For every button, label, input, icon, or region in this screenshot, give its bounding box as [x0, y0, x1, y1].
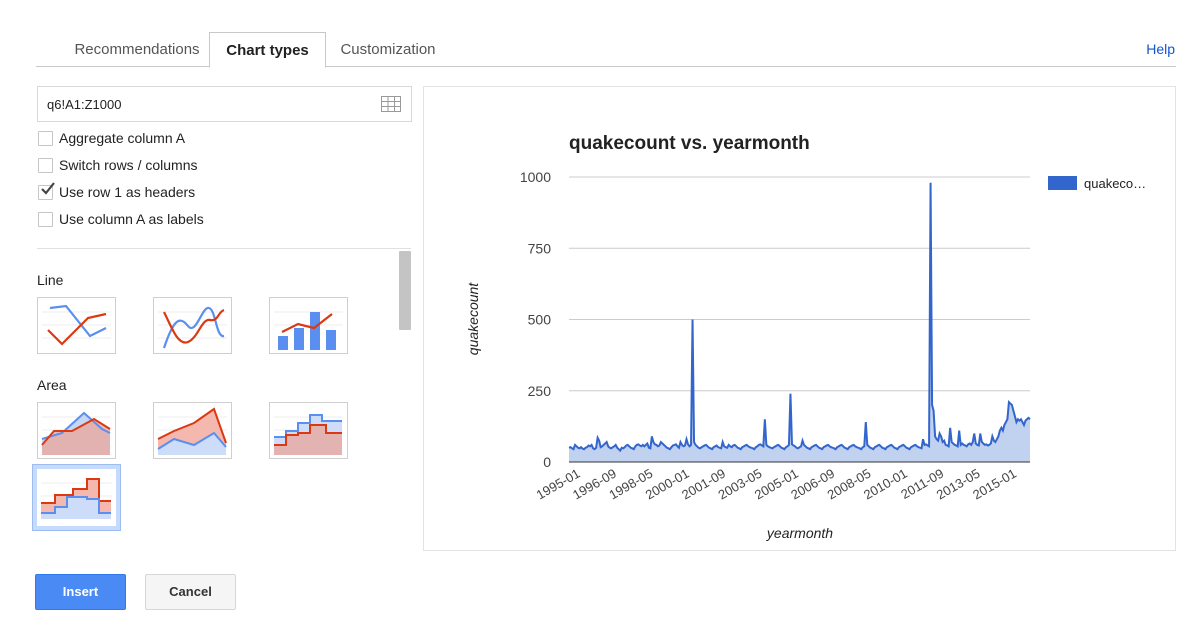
legend-label: quakeco…: [1084, 176, 1146, 191]
y-tick-label: 1000: [520, 169, 551, 185]
chart-title: quakecount vs. yearmonth: [569, 133, 810, 154]
y-tick-label: 500: [528, 312, 552, 328]
area-chart-icon[interactable]: [37, 402, 116, 459]
combo-chart-icon[interactable]: [269, 297, 348, 354]
section-label-area: Area: [37, 377, 67, 393]
option-aggregate-column-a[interactable]: Aggregate column A: [38, 128, 185, 148]
grid-icon[interactable]: [381, 96, 401, 112]
y-axis-title: quakecount: [465, 282, 481, 356]
line-chart-icon[interactable]: [37, 297, 116, 354]
data-range-input[interactable]: [38, 87, 358, 121]
checkmark-icon: [41, 181, 55, 195]
section-label-line: Line: [37, 272, 64, 288]
stacked-area-chart-icon[interactable]: [153, 402, 232, 459]
chart-preview-panel: quakecount vs. yearmonth 0 250 500 750 1000 19…: [423, 86, 1176, 551]
headers-checkbox[interactable]: [38, 181, 55, 200]
tab-customization[interactable]: Customization: [340, 41, 436, 58]
chart-list-scrollbar[interactable]: [399, 251, 411, 551]
divider: [37, 248, 411, 249]
y-tick-label: 750: [528, 240, 552, 256]
aggregate-checkbox[interactable]: [38, 130, 53, 146]
data-range-field: [37, 86, 412, 122]
stepped-area-chart-icon[interactable]: [269, 402, 348, 459]
chart-svg: quakecount vs. yearmonth0250500750100019…: [465, 133, 1146, 541]
option-switch-rows-columns[interactable]: Switch rows / columns: [38, 155, 197, 175]
tab-recommendations[interactable]: Recommendations: [74, 41, 200, 58]
option-use-column-a-labels[interactable]: Use column A as labels: [38, 209, 204, 229]
help-link[interactable]: Help: [1146, 41, 1175, 57]
scrollbar-thumb[interactable]: [399, 251, 411, 330]
option-label: Aggregate column A: [59, 130, 186, 146]
tab-bar: Recommendations Chart types Customizatio…: [36, 32, 1176, 68]
series-area: [569, 182, 1030, 462]
tab-chart-types[interactable]: Chart types: [209, 32, 326, 68]
cancel-button[interactable]: Cancel: [145, 574, 236, 610]
option-label: Use column A as labels: [59, 211, 204, 227]
switch-rows-checkbox[interactable]: [38, 157, 53, 173]
series-line: [568, 182, 1031, 453]
x-axis-title: yearmonth: [766, 525, 833, 541]
labels-checkbox[interactable]: [38, 211, 53, 227]
insert-button[interactable]: Insert: [35, 574, 126, 610]
option-label: Use row 1 as headers: [59, 184, 196, 200]
option-use-row1-headers[interactable]: Use row 1 as headers: [38, 181, 196, 202]
smooth-line-chart-icon[interactable]: [153, 297, 232, 354]
option-label: Switch rows / columns: [59, 157, 198, 173]
stepped-area-chart-selected-icon[interactable]: [32, 464, 121, 531]
y-tick-label: 0: [543, 454, 551, 470]
y-tick-label: 250: [528, 383, 552, 399]
legend-swatch: [1048, 176, 1077, 190]
